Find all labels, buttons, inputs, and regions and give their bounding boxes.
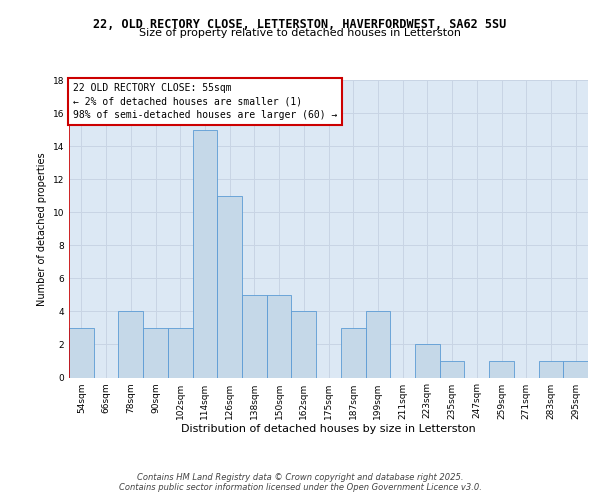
Text: 22 OLD RECTORY CLOSE: 55sqm
← 2% of detached houses are smaller (1)
98% of semi-: 22 OLD RECTORY CLOSE: 55sqm ← 2% of deta… xyxy=(73,84,337,120)
Bar xyxy=(539,361,563,378)
Bar xyxy=(489,361,514,378)
Bar xyxy=(267,295,292,378)
Bar xyxy=(143,328,168,378)
X-axis label: Distribution of detached houses by size in Letterston: Distribution of detached houses by size … xyxy=(181,424,476,434)
Text: 22, OLD RECTORY CLOSE, LETTERSTON, HAVERFORDWEST, SA62 5SU: 22, OLD RECTORY CLOSE, LETTERSTON, HAVER… xyxy=(94,18,506,30)
Text: Size of property relative to detached houses in Letterston: Size of property relative to detached ho… xyxy=(139,28,461,38)
Bar xyxy=(341,328,365,378)
Bar xyxy=(563,361,588,378)
Bar xyxy=(193,130,217,378)
Bar xyxy=(118,312,143,378)
Bar xyxy=(440,361,464,378)
Bar xyxy=(168,328,193,378)
Bar xyxy=(69,328,94,378)
Y-axis label: Number of detached properties: Number of detached properties xyxy=(37,152,47,306)
Text: Contains HM Land Registry data © Crown copyright and database right 2025.
Contai: Contains HM Land Registry data © Crown c… xyxy=(119,473,481,492)
Bar xyxy=(365,312,390,378)
Bar xyxy=(217,196,242,378)
Bar xyxy=(415,344,440,378)
Bar xyxy=(292,312,316,378)
Bar xyxy=(242,295,267,378)
